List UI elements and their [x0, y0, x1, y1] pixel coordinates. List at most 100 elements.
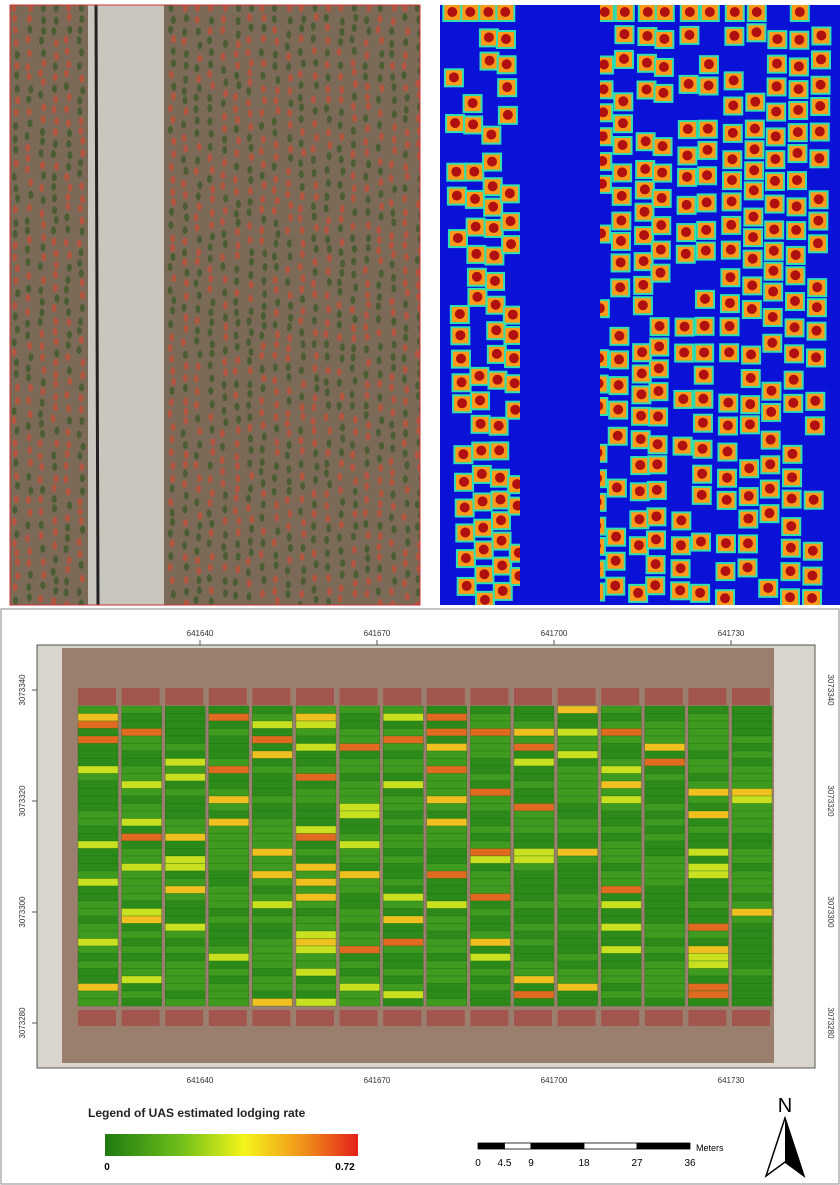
plant — [184, 279, 189, 287]
plant — [405, 486, 410, 494]
plant — [27, 236, 32, 244]
plant — [65, 226, 70, 234]
plot — [209, 901, 249, 909]
plant — [351, 334, 356, 342]
plot — [470, 856, 510, 864]
plot — [383, 781, 423, 789]
plant — [171, 198, 176, 206]
plant — [365, 433, 370, 441]
plant — [377, 565, 382, 573]
crop-core — [702, 170, 712, 180]
plot — [340, 939, 380, 947]
plot — [165, 924, 205, 932]
plant — [208, 387, 213, 395]
plant — [207, 539, 212, 547]
plant — [210, 489, 215, 497]
plant — [39, 463, 44, 471]
plot — [296, 714, 336, 722]
crop-core — [726, 220, 736, 230]
plant — [208, 461, 213, 469]
border-plot — [514, 1010, 552, 1026]
plant — [379, 416, 384, 424]
plant — [183, 351, 188, 359]
plant — [391, 552, 396, 560]
plot — [732, 916, 772, 924]
plot — [470, 714, 510, 722]
plant — [326, 524, 331, 532]
plot — [340, 999, 380, 1007]
border-plot — [165, 1010, 203, 1026]
plot — [78, 766, 118, 774]
plant — [299, 403, 304, 411]
plant — [314, 245, 319, 253]
plant — [417, 127, 422, 135]
plant — [415, 523, 420, 531]
crop-core — [678, 441, 688, 451]
plot — [383, 954, 423, 962]
crop-core — [746, 373, 756, 383]
crop-core — [790, 322, 800, 332]
plant — [314, 596, 319, 604]
crop-core — [652, 485, 662, 495]
plant — [38, 91, 43, 99]
plant — [340, 435, 345, 443]
plant — [194, 596, 199, 604]
plant — [325, 36, 330, 44]
plant — [67, 264, 72, 272]
plant — [64, 297, 69, 305]
plot — [688, 939, 728, 947]
crop-core — [472, 292, 482, 302]
crop-core — [488, 181, 498, 191]
plot — [122, 909, 162, 917]
plant — [326, 574, 331, 582]
plant — [340, 343, 345, 351]
plant — [64, 286, 69, 294]
plant — [194, 547, 199, 555]
plot — [732, 939, 772, 947]
northing-label: 3073320 — [826, 785, 835, 817]
plot — [601, 804, 641, 812]
crop-core — [619, 29, 629, 39]
plant — [365, 381, 370, 389]
plot — [340, 774, 380, 782]
crop-core — [490, 276, 500, 286]
crop-core — [721, 538, 731, 548]
plant — [364, 391, 369, 399]
plant — [40, 388, 45, 396]
plot — [296, 976, 336, 984]
plant — [67, 183, 72, 191]
crop-core — [787, 449, 797, 459]
plant — [274, 38, 279, 46]
plant — [196, 567, 201, 575]
plant — [325, 563, 330, 571]
plant — [391, 250, 396, 258]
plant — [286, 53, 291, 61]
plot — [732, 819, 772, 827]
plant — [285, 227, 290, 235]
plant — [183, 76, 188, 84]
plant — [353, 377, 358, 385]
plot — [252, 954, 292, 962]
plant — [403, 38, 408, 46]
plant — [417, 91, 422, 99]
plant — [67, 13, 72, 21]
plant — [77, 588, 82, 596]
plot — [340, 744, 380, 752]
plant — [181, 37, 186, 45]
plant — [339, 155, 344, 163]
plot — [427, 969, 467, 977]
plant — [25, 332, 30, 340]
border-plot — [470, 688, 508, 705]
plot — [78, 916, 118, 924]
plot — [470, 976, 510, 984]
crop-core — [634, 540, 644, 550]
crop-core — [681, 249, 691, 259]
border-plot — [165, 688, 203, 705]
plot — [427, 796, 467, 804]
plant — [197, 512, 202, 520]
plant — [365, 565, 370, 573]
crop-core — [637, 368, 647, 378]
plant — [298, 214, 303, 222]
crop-core — [451, 167, 461, 177]
plant — [391, 328, 396, 336]
